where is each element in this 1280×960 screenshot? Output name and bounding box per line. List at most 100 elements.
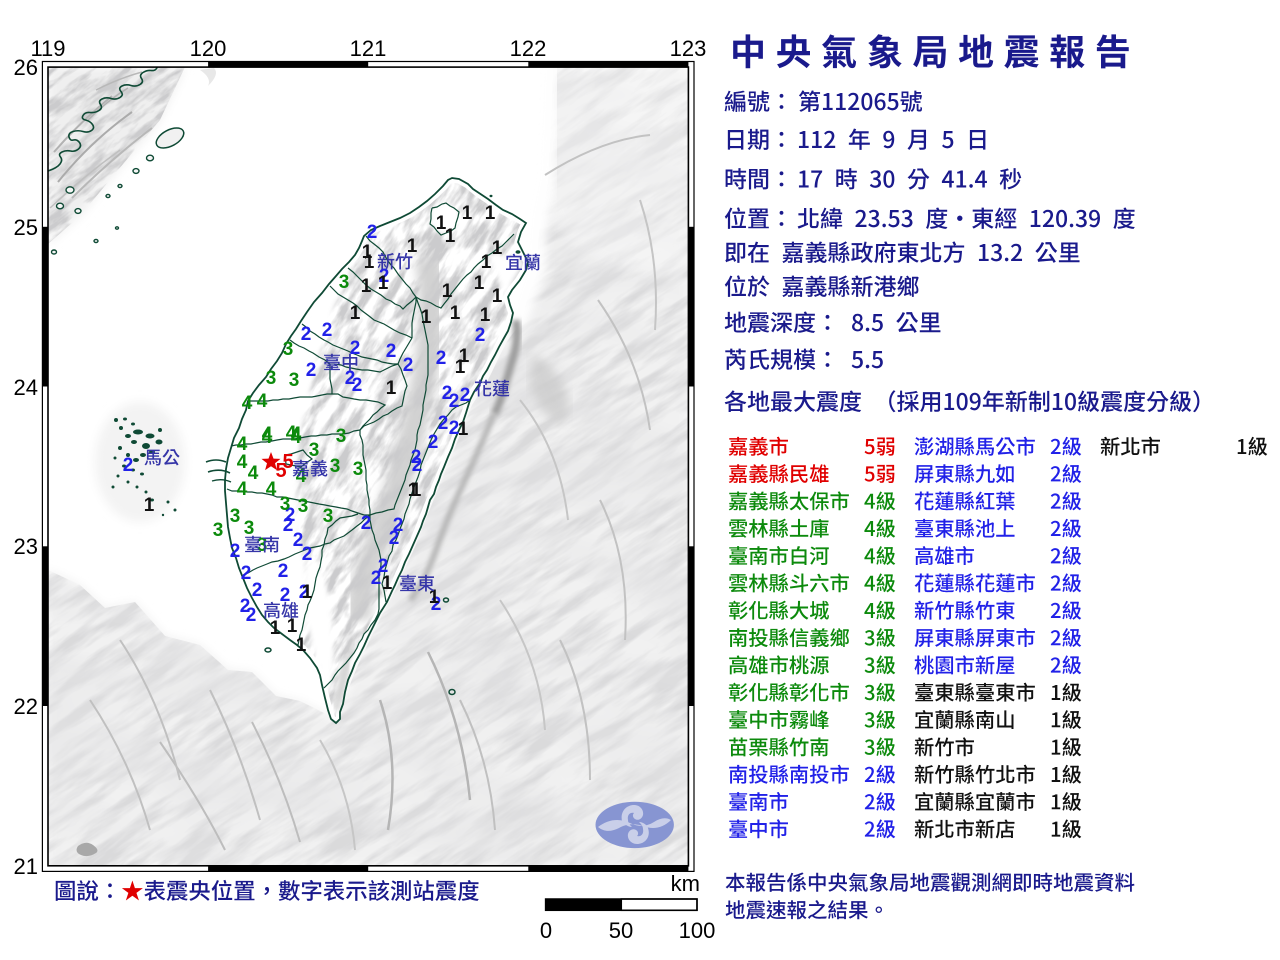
svg-text:4: 4 [296,466,307,487]
svg-text:1: 1 [270,618,281,639]
svg-text:5: 5 [275,460,286,482]
svg-text:2: 2 [306,360,317,381]
svg-text:1: 1 [474,273,485,294]
svg-text:21: 21 [14,854,38,879]
svg-text:2: 2 [299,582,310,603]
svg-text:4: 4 [262,424,273,445]
svg-text:4: 4 [266,479,277,500]
svg-text:22: 22 [14,694,38,719]
svg-text:2: 2 [240,596,251,617]
svg-text:50: 50 [609,918,633,943]
svg-text:1: 1 [458,419,469,440]
svg-text:3: 3 [244,518,255,539]
svg-text:3: 3 [283,339,294,360]
svg-text:4: 4 [291,427,302,448]
svg-text:2: 2 [393,515,404,536]
svg-text:1: 1 [296,635,307,656]
svg-text:2: 2 [449,391,460,412]
svg-text:1: 1 [408,480,419,501]
svg-text:1: 1 [407,236,418,257]
svg-text:121: 121 [350,36,387,61]
svg-text:3: 3 [330,456,341,477]
svg-text:2: 2 [371,568,382,589]
svg-text:2: 2 [301,324,312,345]
svg-text:0: 0 [540,918,552,943]
svg-text:1: 1 [459,346,470,367]
svg-text:2: 2 [378,556,389,577]
svg-text:3: 3 [339,272,350,293]
svg-text:3: 3 [230,506,241,527]
svg-text:4: 4 [242,393,253,414]
svg-text:5: 5 [282,451,293,473]
svg-text:1: 1 [364,252,375,273]
svg-text:2: 2 [252,580,263,601]
svg-text:3: 3 [289,370,300,391]
svg-text:2: 2 [442,383,453,404]
svg-text:1: 1 [411,480,422,501]
svg-text:4: 4 [237,452,248,473]
svg-text:1: 1 [492,286,503,307]
svg-text:1: 1 [302,582,313,603]
svg-text:1: 1 [481,252,492,273]
svg-text:1: 1 [386,378,397,399]
svg-text:2: 2 [386,341,397,362]
svg-text:2: 2 [230,541,241,562]
svg-text:2: 2 [449,418,460,439]
svg-text:4: 4 [262,427,273,448]
svg-text:3: 3 [336,426,347,447]
svg-text:122: 122 [510,36,547,61]
svg-text:1: 1 [462,203,473,224]
svg-text:2: 2 [278,561,289,582]
svg-text:26: 26 [14,55,38,80]
svg-text:2: 2 [412,455,423,476]
svg-text:1: 1 [362,242,373,263]
svg-text:2: 2 [361,513,372,534]
svg-text:1: 1 [378,273,389,294]
svg-text:km: km [671,871,700,896]
svg-text:2: 2 [389,528,400,549]
svg-text:3: 3 [323,506,334,527]
svg-text:23: 23 [14,534,38,559]
svg-text:4: 4 [248,463,259,484]
svg-text:1: 1 [480,305,491,326]
svg-text:3: 3 [298,496,309,517]
svg-text:1: 1 [445,226,456,247]
svg-text:2: 2 [436,348,447,369]
svg-text:4: 4 [237,479,248,500]
svg-text:2: 2 [280,585,291,606]
svg-text:2: 2 [293,530,304,551]
svg-text:1: 1 [450,303,461,324]
svg-text:2: 2 [241,563,252,584]
svg-text:1: 1 [442,281,453,302]
svg-text:100: 100 [679,918,716,943]
svg-text:3: 3 [266,368,277,389]
svg-text:2: 2 [367,222,378,243]
svg-text:2: 2 [379,266,390,287]
svg-text:1: 1 [492,238,503,259]
svg-text:1: 1 [382,573,393,594]
svg-text:2: 2 [246,605,257,626]
svg-text:2: 2 [411,447,422,468]
svg-text:1: 1 [361,276,372,297]
svg-text:2: 2 [352,375,363,396]
svg-text:4: 4 [237,434,248,455]
svg-text:2: 2 [438,413,449,434]
svg-text:3: 3 [309,440,320,461]
svg-text:4: 4 [286,423,297,444]
svg-text:1: 1 [429,587,440,608]
svg-text:1: 1 [287,616,298,637]
svg-text:2: 2 [302,544,313,565]
svg-text:2: 2 [475,325,486,346]
svg-text:120: 120 [190,36,227,61]
svg-text:1: 1 [421,307,432,328]
svg-text:3: 3 [280,494,291,515]
svg-text:2: 2 [431,594,442,615]
svg-text:2: 2 [350,338,361,359]
svg-text:4: 4 [291,424,302,445]
svg-text:4: 4 [257,391,268,412]
svg-text:2: 2 [285,505,296,526]
svg-text:2: 2 [123,455,134,476]
svg-text:3: 3 [353,459,364,480]
svg-text:3: 3 [257,535,268,556]
svg-text:25: 25 [14,215,38,240]
